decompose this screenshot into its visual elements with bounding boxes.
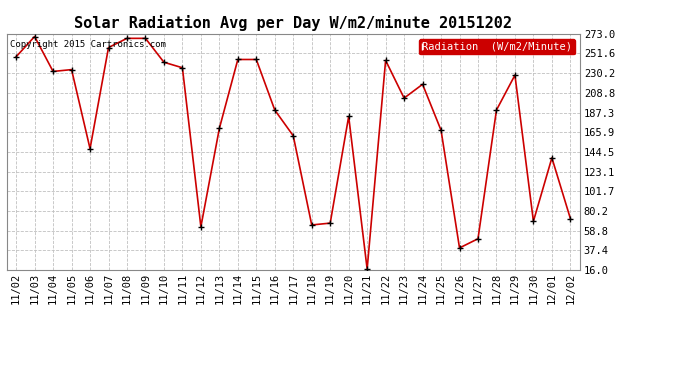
Title: Solar Radiation Avg per Day W/m2/minute 20151202: Solar Radiation Avg per Day W/m2/minute …: [75, 15, 512, 31]
Text: Copyright 2015 Cartronics.com: Copyright 2015 Cartronics.com: [10, 40, 166, 49]
Legend: Radiation  (W/m2/Minute): Radiation (W/m2/Minute): [419, 39, 575, 54]
